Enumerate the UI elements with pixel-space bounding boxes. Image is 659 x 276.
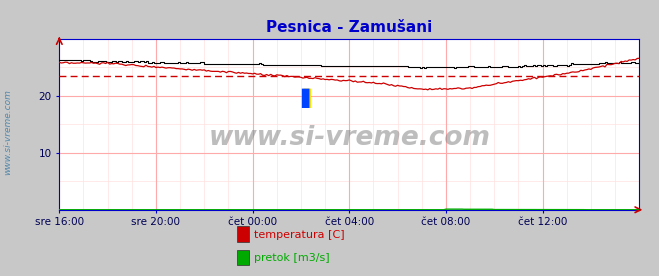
- Text: www.si-vreme.com: www.si-vreme.com: [208, 125, 490, 151]
- Text: ▐: ▐: [295, 89, 310, 108]
- Text: www.si-vreme.com: www.si-vreme.com: [3, 89, 13, 176]
- Title: Pesnica - Zamušani: Pesnica - Zamušani: [266, 20, 432, 35]
- Text: ▌: ▌: [301, 89, 316, 108]
- Text: temperatura [C]: temperatura [C]: [254, 230, 345, 240]
- Text: pretok [m3/s]: pretok [m3/s]: [254, 253, 330, 263]
